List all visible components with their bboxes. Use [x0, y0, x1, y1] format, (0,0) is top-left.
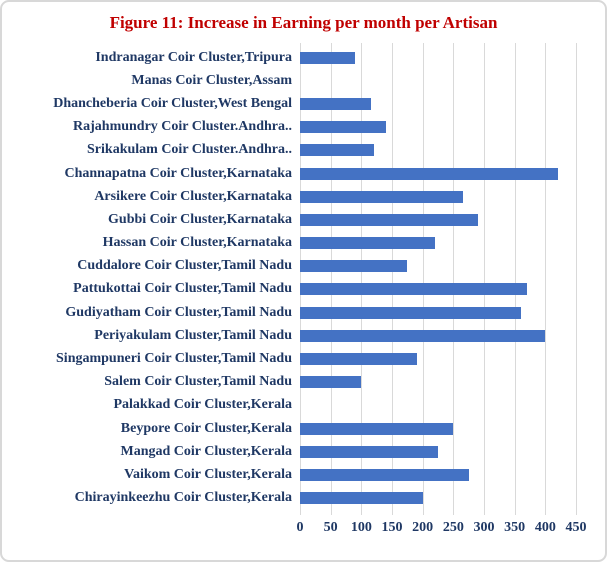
x-tick-label: 50: [323, 520, 338, 535]
gridline: [484, 43, 485, 515]
bar-row: [300, 394, 576, 417]
bar-row: [300, 301, 576, 324]
category-label: Gubbi Coir Cluster,Karnataka: [108, 211, 292, 227]
bar-row: [300, 208, 576, 231]
bar: [300, 121, 386, 134]
bar: [300, 144, 374, 157]
chart-title: Figure 11: Increase in Earning per month…: [109, 13, 498, 32]
category-label: Manas Coir Cluster,Assam: [131, 72, 292, 88]
bar-row: [300, 324, 576, 347]
x-tick-label: 450: [565, 520, 587, 535]
category-label: Vaikom Coir Cluster,Kerala: [124, 466, 292, 482]
x-tick-label: 250: [442, 520, 464, 535]
category-label: Salem Coir Cluster,Tamil Nadu: [104, 374, 292, 390]
x-tick-label: 400: [534, 520, 556, 535]
category-label: Chirayinkeezhu Coir Cluster,Kerala: [74, 490, 292, 506]
x-tick-label: 200: [412, 520, 434, 535]
bar: [300, 422, 454, 435]
category-label: Arsikere Coir Cluster,Karnataka: [94, 188, 292, 204]
bar-row: [300, 139, 576, 162]
gridline: [361, 43, 363, 515]
bar: [300, 445, 438, 458]
category-label: Mangad Coir Cluster,Kerala: [120, 443, 293, 459]
category-label: Beypore Coir Cluster,Kerala: [120, 420, 292, 436]
bar: [300, 376, 362, 389]
x-tick-label: 150: [381, 520, 403, 535]
bar: [300, 492, 423, 505]
category-label: Pattukottai Coir Cluster,Tamil Nadu: [73, 281, 292, 297]
bar-row: [300, 371, 576, 394]
bar-row: [300, 116, 576, 139]
bars-layer: [300, 46, 576, 510]
bar-row: [300, 92, 576, 115]
bar: [300, 283, 527, 296]
bar: [300, 213, 478, 226]
y-axis-category-labels: Indranagar Coir Cluster,Tripura Manas Coi…: [2, 43, 300, 515]
gridline: [576, 43, 577, 515]
x-tick-label: 300: [473, 520, 495, 535]
gridline: [392, 43, 393, 515]
bar-row: [300, 162, 576, 185]
bar-row: [300, 185, 576, 208]
x-tick-label: 0: [296, 520, 304, 535]
bar: [300, 306, 521, 319]
gridline: [545, 43, 547, 515]
bar-row: [300, 440, 576, 463]
bar-row: [300, 347, 576, 370]
gridline: [453, 43, 455, 515]
category-label: Palakkad Coir Cluster,Kerala: [113, 397, 292, 413]
bar: [300, 260, 408, 273]
x-tick-label: 100: [350, 520, 372, 535]
bar: [300, 190, 463, 203]
category-label: Srikakulam Coir Cluster.Andhra..: [87, 142, 292, 158]
gridline: [514, 43, 516, 515]
category-label: Dhancheberia Coir Cluster,West Bengal: [53, 95, 292, 111]
bar: [300, 468, 469, 481]
category-label: Rajahmundry Coir Cluster.Andhra..: [73, 119, 292, 135]
bar-row: [300, 232, 576, 255]
gridline: [330, 43, 332, 515]
category-label: Cuddalore Coir Cluster,Tamil Nadu: [77, 258, 292, 274]
bar: [300, 97, 371, 110]
category-label: Periyakulam Cluster,Tamil Nadu: [94, 327, 292, 343]
x-tick-label: 350: [504, 520, 526, 535]
category-label: Singampuneri Coir Cluster,Tamil Nadu: [56, 351, 292, 367]
category-label: Hassan Coir Cluster,Karnataka: [102, 235, 292, 251]
bar-row: [300, 417, 576, 440]
gridline: [300, 43, 301, 515]
bar-row: [300, 278, 576, 301]
category-label: Channapatna Coir Cluster,Karnataka: [64, 165, 292, 181]
bar-row: [300, 487, 576, 510]
chart-body: Indranagar Coir Cluster,Tripura Manas Coi…: [2, 43, 605, 515]
bar-row: [300, 463, 576, 486]
bar-row: [300, 46, 576, 69]
plot-area: [300, 43, 577, 515]
bar: [300, 51, 356, 64]
bar: [300, 237, 435, 250]
bar: [300, 329, 546, 342]
bar-row: [300, 255, 576, 278]
x-axis-tick-labels: 0 50 100 150 200 250 300 350 400 450: [296, 520, 587, 542]
category-label: Gudiyatham Coir Cluster,Tamil Nadu: [65, 304, 292, 320]
bar-row: [300, 69, 576, 92]
bar: [300, 167, 558, 180]
bar: [300, 353, 417, 366]
gridline: [422, 43, 424, 515]
category-label: Indranagar Coir Cluster,Tripura: [95, 49, 292, 65]
